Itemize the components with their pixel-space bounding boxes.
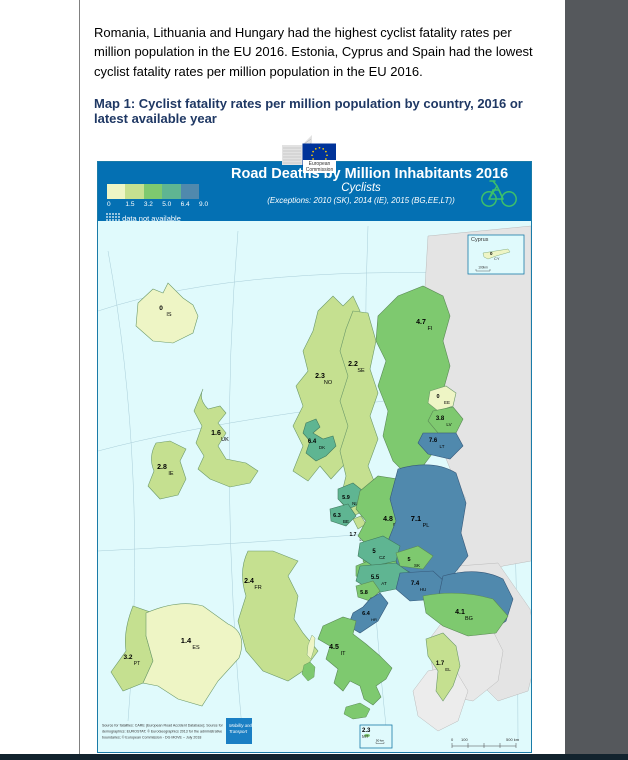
svg-text:NO: NO <box>324 380 333 386</box>
svg-text:6.4: 6.4 <box>308 439 317 445</box>
svg-text:7.4: 7.4 <box>411 581 420 587</box>
svg-text:1.4: 1.4 <box>181 636 192 645</box>
svg-text:4.7: 4.7 <box>416 319 426 326</box>
svg-text:Transport: Transport <box>229 729 248 734</box>
svg-text:5.9: 5.9 <box>342 495 350 501</box>
svg-text:100: 100 <box>461 737 468 742</box>
svg-text:4.1: 4.1 <box>455 609 465 616</box>
svg-text:Mobility and: Mobility and <box>229 723 253 728</box>
svg-text:DK: DK <box>319 445 325 450</box>
svg-text:0: 0 <box>436 394 439 400</box>
svg-text:IT: IT <box>341 651 347 657</box>
svg-text:1.6: 1.6 <box>211 430 221 437</box>
svg-text:HR: HR <box>371 617 377 622</box>
svg-text:5.5: 5.5 <box>371 575 380 581</box>
svg-text:2.4: 2.4 <box>244 578 254 585</box>
svg-text:2.3: 2.3 <box>315 373 325 380</box>
svg-text:1.7: 1.7 <box>436 661 445 667</box>
svg-text:FI: FI <box>428 326 433 332</box>
svg-text:6.4: 6.4 <box>362 611 371 617</box>
svg-text:ES: ES <box>192 645 200 651</box>
svg-text:3.8: 3.8 <box>436 416 445 422</box>
svg-text:50 km: 50 km <box>376 739 385 743</box>
svg-text:SK: SK <box>414 563 420 568</box>
svg-text:0: 0 <box>159 305 163 312</box>
svg-text:AT: AT <box>381 581 387 586</box>
svg-text:PT: PT <box>134 661 140 667</box>
svg-text:100km: 100km <box>478 266 488 270</box>
svg-text:CZ: CZ <box>379 555 385 560</box>
svg-text:demographics: EUROSTAT; © Euro: demographics: EUROSTAT; © EuroGeographic… <box>102 730 222 734</box>
svg-text:1.7: 1.7 <box>350 532 357 538</box>
svg-text:HU: HU <box>420 587 427 592</box>
svg-text:Source for fatalities: CARE (E: Source for fatalities: CARE (European Ro… <box>102 724 224 728</box>
svg-text:4.8: 4.8 <box>383 516 393 523</box>
svg-text:7.6: 7.6 <box>429 438 438 444</box>
svg-text:5: 5 <box>407 557 410 563</box>
svg-text:LT: LT <box>440 444 445 449</box>
svg-text:IE: IE <box>168 471 174 477</box>
svg-text:CY: CY <box>494 256 500 261</box>
svg-text:5.8: 5.8 <box>360 590 368 596</box>
svg-text:boundaries; © European Commiss: boundaries; © European Commission - DG M… <box>102 736 201 740</box>
svg-text:PL: PL <box>423 523 430 529</box>
svg-text:BE: BE <box>343 519 349 524</box>
svg-text:Cyprus: Cyprus <box>471 237 489 243</box>
svg-text:2.2: 2.2 <box>348 361 358 368</box>
svg-text:BG: BG <box>465 616 473 622</box>
svg-text:EE: EE <box>444 400 450 405</box>
svg-text:EL: EL <box>445 667 451 672</box>
svg-text:4.5: 4.5 <box>329 644 339 651</box>
svg-text:6.3: 6.3 <box>333 513 341 519</box>
svg-text:SE: SE <box>357 368 365 374</box>
svg-text:3.2: 3.2 <box>123 654 132 661</box>
svg-text:MT: MT <box>362 734 369 739</box>
svg-text:2.8: 2.8 <box>157 464 167 471</box>
svg-text:IS: IS <box>166 312 172 318</box>
svg-text:500 km: 500 km <box>506 737 520 742</box>
svg-text:UK: UK <box>221 437 229 443</box>
svg-text:FR: FR <box>254 585 261 591</box>
svg-text:LV: LV <box>446 422 451 427</box>
svg-text:7.1: 7.1 <box>411 514 421 523</box>
